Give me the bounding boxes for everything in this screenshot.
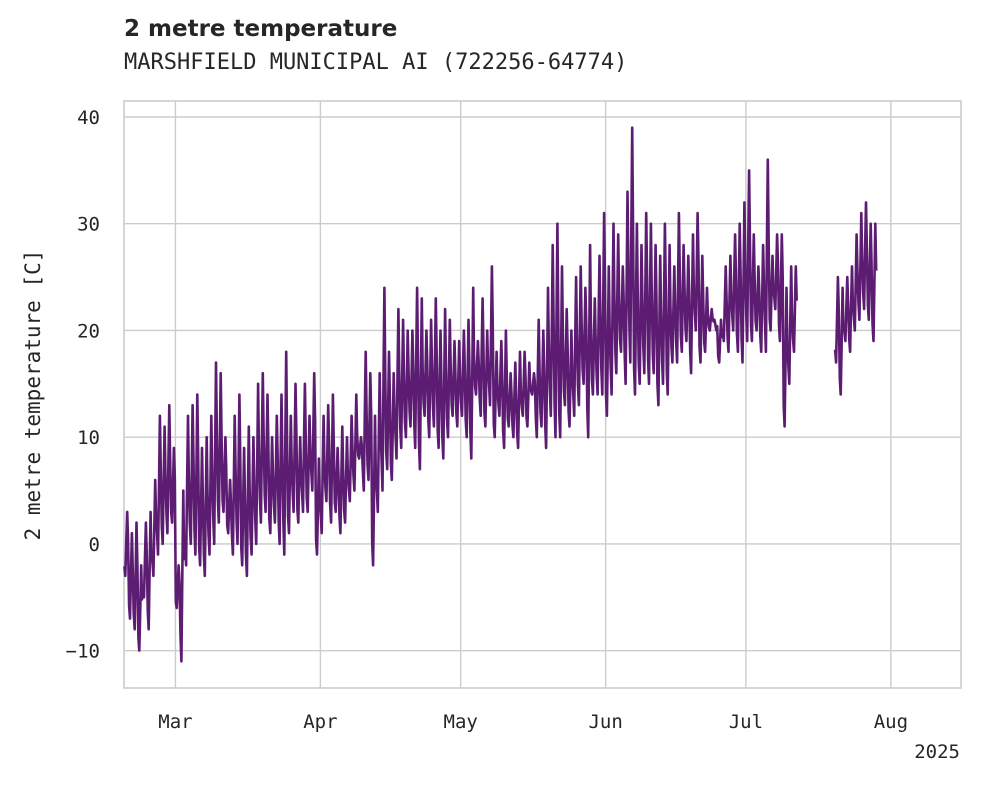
x-tick-label: Apr [303,711,337,733]
y-tick-label: 10 [77,427,100,449]
x-tick-label: Mar [158,711,192,733]
x-tick-label: May [444,711,478,733]
y-tick-label: −10 [66,641,100,663]
x-axis-year-label: 2025 [914,741,960,763]
x-tick-label: Jun [588,711,622,733]
y-axis-ticks: −10 0 10 20 30 40 [66,107,100,663]
chart-subtitle: MARSHFIELD MUNICIPAL AI (722256-64774) [124,50,628,75]
y-tick-label: 0 [89,534,100,556]
y-tick-label: 20 [77,320,100,342]
y-axis-label: 2 metre temperature [C] [21,250,45,541]
x-tick-label: Aug [874,711,908,733]
y-tick-label: 40 [77,107,100,129]
series-line-segment [833,201,878,396]
plot-frame [123,100,962,689]
chart-title: 2 metre temperature [124,16,398,42]
series-group [123,126,878,663]
x-tick-label: Jul [729,711,763,733]
x-axis-ticks: Mar Apr May Jun Jul Aug [158,711,908,733]
series-line-segment [123,126,798,663]
y-tick-label: 30 [77,214,100,236]
